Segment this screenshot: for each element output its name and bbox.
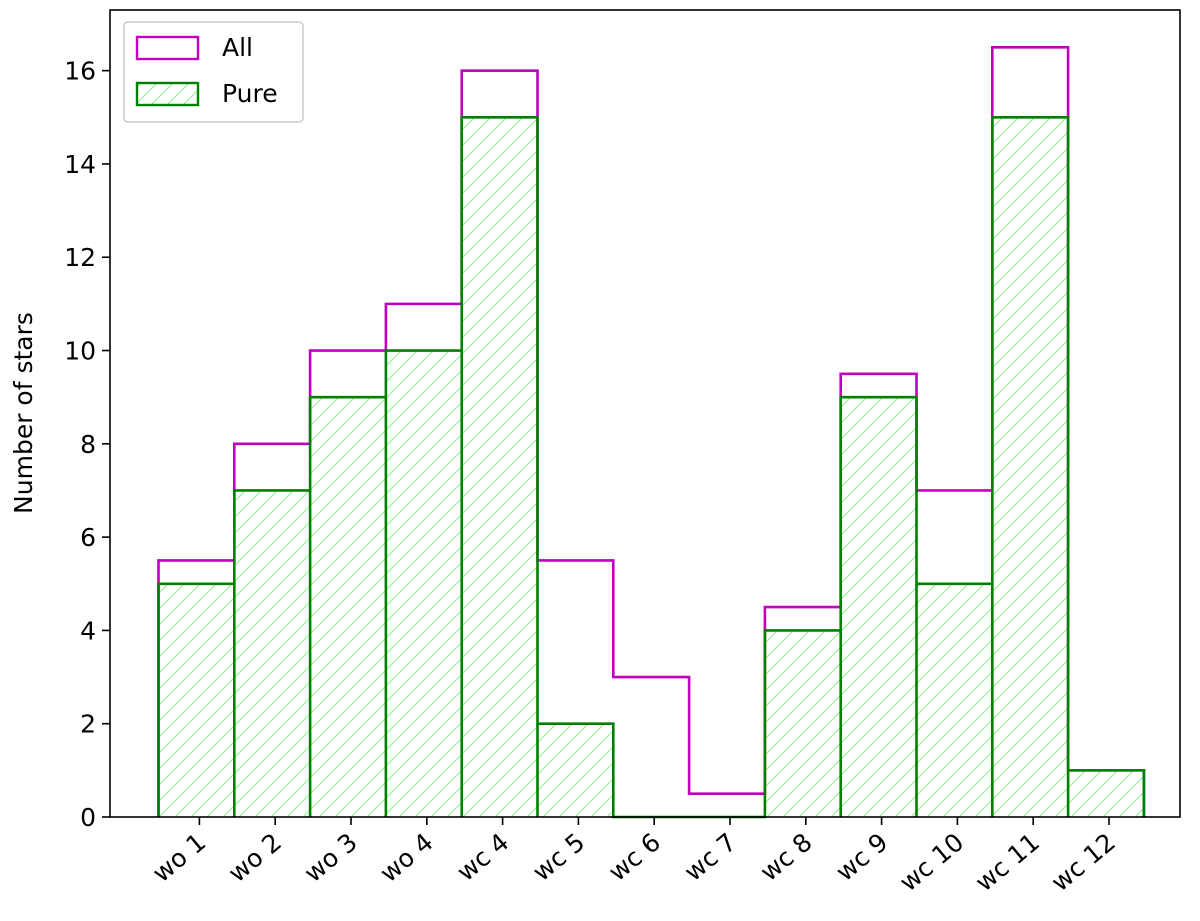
legend-swatch (135, 35, 200, 61)
x-tick-label: wc 5 (527, 827, 590, 887)
plot-area (157, 46, 1146, 819)
x-tick-label: wc 12 (1046, 827, 1121, 897)
legend-swatch (135, 81, 200, 107)
x-tick-label: wo 3 (299, 827, 363, 888)
x-tick-label: wc 11 (970, 827, 1045, 897)
y-axis-label: Number of stars (9, 312, 38, 514)
pure-bar-hatch (840, 397, 917, 817)
pure-bar-hatch (158, 583, 235, 817)
pure-bar-hatch (461, 117, 538, 818)
pure-bar-hatch (916, 583, 993, 817)
x-tick-label: wc 8 (755, 827, 818, 887)
legend: All Pure (123, 21, 304, 123)
axes-frame (109, 9, 1181, 818)
x-tick-label: wc 7 (679, 827, 742, 887)
x-tick-label: wo 2 (223, 827, 287, 888)
pure-bar-hatch (764, 630, 841, 817)
x-tick-label: wc 10 (894, 827, 969, 897)
y-tick-label: 6 (80, 523, 96, 552)
y-tick-label: 14 (64, 150, 96, 179)
legend-label: All (222, 33, 253, 62)
legend-label: Pure (222, 79, 278, 108)
y-tick-label: 0 (80, 803, 96, 832)
y-tick-label: 8 (80, 430, 96, 459)
x-tick-label: wc 4 (451, 827, 514, 887)
x-tick-label: wo 1 (147, 827, 211, 888)
x-tick-label: wc 6 (603, 827, 666, 887)
y-tick-label: 2 (80, 710, 96, 739)
x-tick-label: wc 9 (830, 827, 893, 887)
pure-bar-hatch (1068, 770, 1144, 817)
y-tick-label: 10 (64, 337, 96, 366)
y-tick-label: 16 (64, 57, 96, 86)
x-tick-label: wo 4 (374, 827, 438, 888)
pure-bar-hatch (385, 350, 462, 817)
y-tick-label: 4 (80, 616, 96, 645)
pure-bar-hatch (310, 397, 386, 817)
pure-bar-hatch (537, 723, 614, 817)
pure-bar-hatch (234, 490, 311, 817)
pure-bar-hatch (992, 117, 1069, 818)
y-tick-label: 12 (64, 243, 96, 272)
